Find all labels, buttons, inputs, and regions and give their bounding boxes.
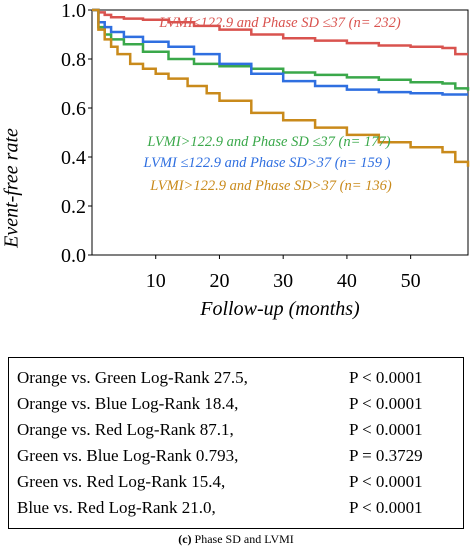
comparison-text: Orange vs. Green Log-Rank 27.5,: [17, 368, 248, 387]
p-value: P < 0.0001: [349, 420, 423, 439]
series-annotation: LVMI≤122.9 and Phase SD ≤37 (n= 232): [158, 15, 401, 31]
x-tick-label: 30: [273, 270, 293, 292]
series-annotation: LVMI>122.9 and Phase SD ≤37 (n= 177): [146, 134, 390, 150]
x-tick-label: 10: [146, 270, 166, 292]
y-axis-label-text: Event-free rate: [0, 128, 23, 248]
survival-curve: [92, 8, 468, 96]
survival-chart: 1.0 0.8 0.6 0.4 0.2 0.0 10 20 30 40 50 LVMI≤122.9…: [61, 0, 470, 292]
comparison-text: Green vs. Red Log-Rank 15.4,: [17, 472, 226, 491]
stats-row: Blue vs. Red Log-Rank 21.0, P < 0.0001: [17, 498, 463, 522]
stats-row: Green vs. Red Log-Rank 15.4, P < 0.0001: [17, 472, 463, 496]
log-rank-table: Orange vs. Green Log-Rank 27.5, P < 0.00…: [8, 357, 464, 529]
comparison-text: Orange vs. Red Log-Rank 87.1,: [17, 420, 234, 439]
x-tick-label: 40: [337, 270, 357, 292]
x-tick-label: 50: [401, 270, 421, 292]
p-value: P < 0.0001: [349, 394, 423, 413]
stats-row: Orange vs. Red Log-Rank 87.1, P < 0.0001: [17, 420, 463, 444]
y-tick-label: 1.0: [61, 0, 86, 22]
survival-curve: [92, 8, 470, 167]
stats-row: Orange vs. Green Log-Rank 27.5, P < 0.00…: [17, 368, 463, 392]
y-tick-label: 0.8: [61, 49, 86, 71]
series-annotation: LVMI ≤122.9 and Phase SD>37 (n= 159 ): [143, 155, 391, 171]
y-tick-label: 0.6: [61, 98, 86, 120]
p-value: P < 0.0001: [349, 498, 423, 517]
comparison-text: Orange vs. Blue Log-Rank 18.4,: [17, 394, 239, 413]
y-tick-label: 0.2: [61, 196, 86, 218]
y-tick-label: 0.0: [61, 245, 86, 267]
figure-caption: (c) Phase SD and LVMI: [0, 532, 472, 547]
series-annotation: LVMI>122.9 and Phase SD>37 (n= 136): [149, 178, 392, 194]
comparison-text: Green vs. Blue Log-Rank 0.793,: [17, 446, 239, 465]
caption-label: (c): [178, 532, 192, 546]
comparison-text: Blue vs. Red Log-Rank 21.0,: [17, 498, 216, 517]
y-tick-label: 0.4: [61, 147, 86, 169]
survival-curve: [92, 8, 468, 56]
p-value: P < 0.0001: [349, 368, 423, 387]
x-tick-label: 20: [209, 270, 229, 292]
p-value: P = 0.3729: [349, 446, 423, 465]
stats-row: Orange vs. Blue Log-Rank 18.4, P < 0.000…: [17, 394, 463, 418]
stats-row: Green vs. Blue Log-Rank 0.793, P = 0.372…: [17, 446, 463, 470]
x-axis-label: Follow-up (months): [200, 298, 360, 320]
p-value: P < 0.0001: [349, 472, 423, 491]
y-axis-label: Event-free rate: [0, 88, 24, 288]
caption-text: Phase SD and LVMI: [194, 532, 294, 546]
